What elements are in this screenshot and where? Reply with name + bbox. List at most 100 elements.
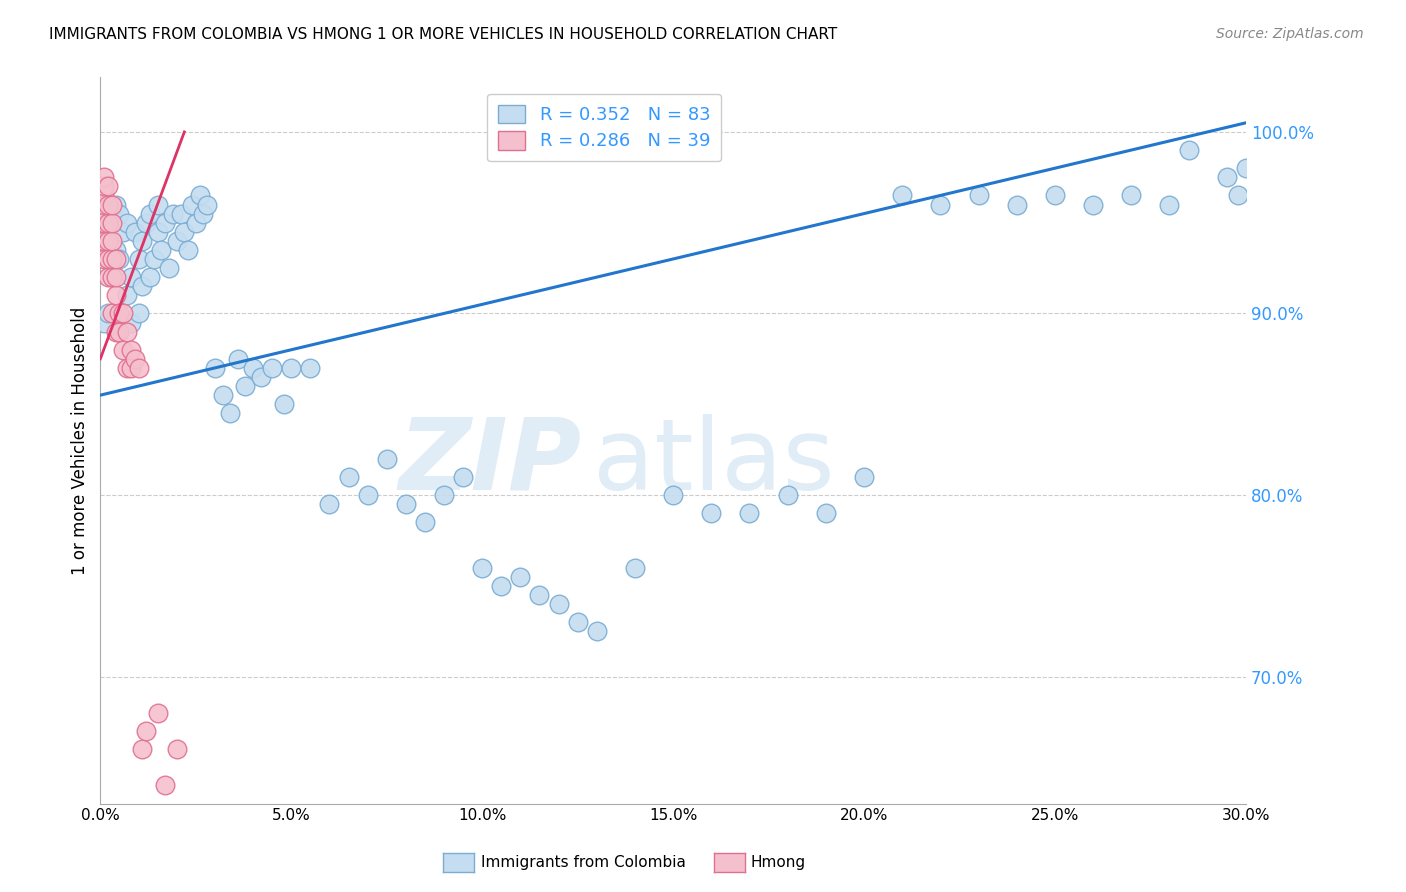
Point bbox=[93, 179, 115, 194]
Point bbox=[101, 252, 124, 266]
Point bbox=[662, 488, 685, 502]
Point bbox=[97, 234, 120, 248]
Text: ZIP: ZIP bbox=[398, 414, 582, 511]
Point bbox=[356, 488, 378, 502]
Point bbox=[529, 588, 551, 602]
Point bbox=[120, 360, 142, 375]
Point bbox=[104, 325, 127, 339]
Point bbox=[97, 234, 120, 248]
Point bbox=[1215, 170, 1237, 185]
Point bbox=[235, 379, 257, 393]
Point bbox=[624, 560, 647, 574]
Point bbox=[451, 470, 474, 484]
Point bbox=[128, 252, 150, 266]
Point bbox=[195, 197, 218, 211]
Point bbox=[776, 488, 799, 502]
Point bbox=[97, 270, 120, 285]
Point bbox=[700, 506, 723, 520]
Point bbox=[104, 197, 127, 211]
Point bbox=[146, 706, 169, 720]
Point bbox=[97, 306, 120, 320]
Point bbox=[193, 206, 215, 220]
Point bbox=[738, 506, 761, 520]
Point bbox=[101, 270, 124, 285]
Point bbox=[262, 360, 284, 375]
Point bbox=[211, 388, 233, 402]
Point bbox=[93, 252, 115, 266]
Point bbox=[204, 360, 226, 375]
Point bbox=[181, 197, 204, 211]
Point bbox=[491, 579, 513, 593]
Point bbox=[1227, 188, 1250, 202]
Point bbox=[1121, 188, 1143, 202]
Point bbox=[120, 316, 142, 330]
Point bbox=[1081, 197, 1104, 211]
Point bbox=[814, 506, 837, 520]
Point bbox=[112, 306, 135, 320]
Point bbox=[93, 170, 115, 185]
Point bbox=[101, 216, 124, 230]
Point bbox=[177, 243, 200, 257]
Point bbox=[115, 360, 138, 375]
Point bbox=[120, 343, 142, 357]
Point bbox=[104, 243, 127, 257]
Point bbox=[93, 206, 115, 220]
Text: Hmong: Hmong bbox=[751, 855, 806, 870]
Point bbox=[1234, 161, 1257, 176]
Point bbox=[226, 351, 249, 366]
Point bbox=[967, 188, 990, 202]
Point bbox=[242, 360, 264, 375]
Point bbox=[150, 243, 173, 257]
Point bbox=[891, 188, 914, 202]
Point bbox=[929, 197, 952, 211]
Point bbox=[139, 270, 162, 285]
Point bbox=[108, 325, 131, 339]
Point bbox=[155, 779, 177, 793]
Point bbox=[169, 206, 191, 220]
Point bbox=[547, 597, 569, 611]
Point bbox=[318, 497, 340, 511]
Point bbox=[155, 216, 177, 230]
Point bbox=[1159, 197, 1181, 211]
Point bbox=[375, 451, 398, 466]
Y-axis label: 1 or more Vehicles in Household: 1 or more Vehicles in Household bbox=[72, 307, 89, 574]
Point bbox=[166, 742, 188, 756]
Point bbox=[1005, 197, 1028, 211]
Point bbox=[131, 234, 153, 248]
Point bbox=[471, 560, 494, 574]
Legend: R = 0.352   N = 83, R = 0.286   N = 39: R = 0.352 N = 83, R = 0.286 N = 39 bbox=[488, 94, 721, 161]
Point bbox=[104, 270, 127, 285]
Point bbox=[131, 279, 153, 293]
Point bbox=[139, 206, 162, 220]
Point bbox=[433, 488, 456, 502]
Point bbox=[853, 470, 876, 484]
Point bbox=[219, 406, 242, 420]
Point bbox=[162, 206, 184, 220]
Point bbox=[93, 316, 115, 330]
Point bbox=[157, 261, 180, 276]
Point bbox=[101, 197, 124, 211]
Point bbox=[104, 288, 127, 302]
Point bbox=[97, 179, 120, 194]
Point bbox=[112, 225, 135, 239]
Point bbox=[101, 306, 124, 320]
Point bbox=[413, 515, 436, 529]
Point bbox=[93, 234, 115, 248]
Point bbox=[97, 197, 120, 211]
Point bbox=[280, 360, 302, 375]
Point bbox=[104, 252, 127, 266]
Point bbox=[146, 225, 169, 239]
Point bbox=[128, 360, 150, 375]
Point bbox=[112, 343, 135, 357]
Point bbox=[1177, 143, 1199, 157]
Point bbox=[135, 216, 157, 230]
Point bbox=[93, 197, 115, 211]
Point bbox=[97, 252, 120, 266]
Point bbox=[108, 306, 131, 320]
Point bbox=[120, 270, 142, 285]
Point bbox=[249, 370, 271, 384]
Point bbox=[146, 197, 169, 211]
Point bbox=[1043, 188, 1066, 202]
Point bbox=[173, 225, 195, 239]
Point bbox=[115, 325, 138, 339]
